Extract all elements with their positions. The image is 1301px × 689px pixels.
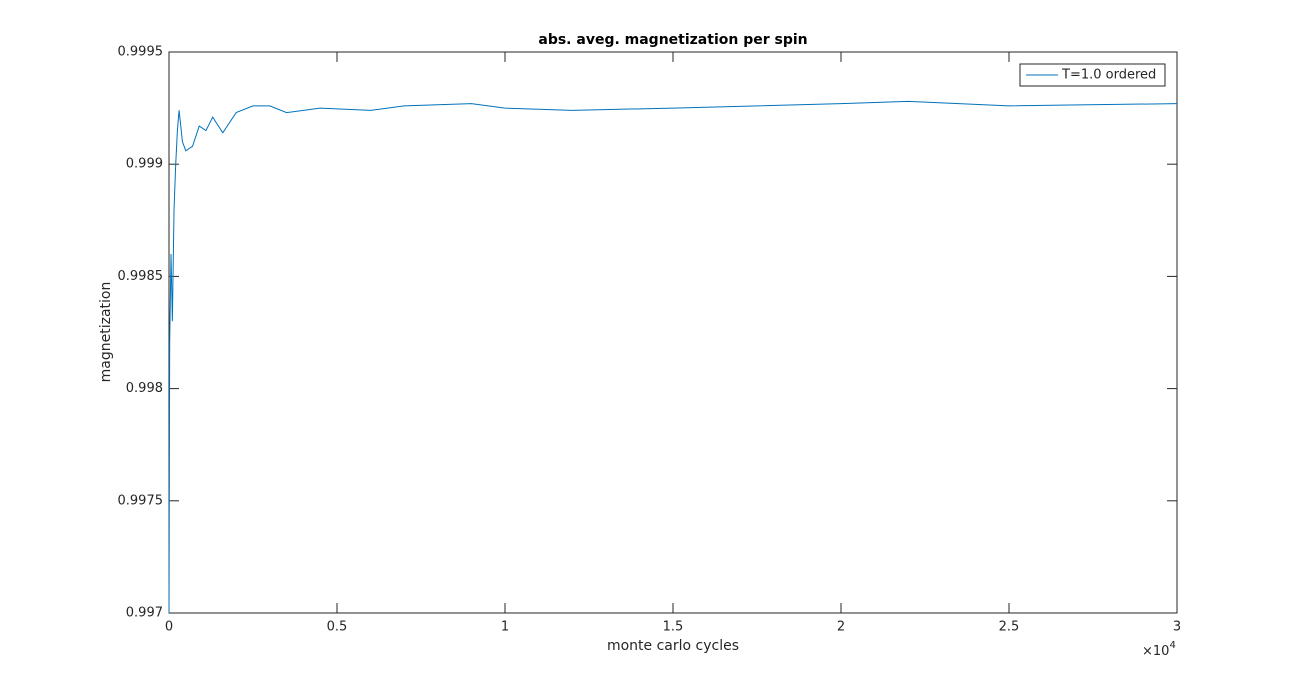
y-tick-label: 0.997 [126,606,163,621]
x-tick-label: 0.5 [327,620,348,635]
x-tick-label: 1 [501,620,509,635]
x-tick-label: 3 [1173,620,1181,635]
x-multiplier: ×104 [1142,640,1176,659]
x-tick-label: 0 [165,620,173,635]
y-tick-label: 0.999 [126,157,163,172]
legend-box [1019,63,1166,87]
y-tick-label: 0.998 [126,381,163,396]
x-tick-label: 2.5 [999,620,1020,635]
y-tick-label: 0.9995 [118,45,164,60]
y-tick-label: 0.9985 [118,269,164,284]
x-tick-label: 1.5 [663,620,684,635]
data-line [168,100,1178,614]
chart-title: abs. aveg. magnetization per spin [538,32,807,48]
x-multiplier-base: ×10 [1142,644,1169,659]
x-tick-label: 2 [837,620,845,635]
legend-label: T=1.0 ordered [1061,68,1156,83]
x-multiplier-exponent: 4 [1169,640,1175,651]
plot-area [168,51,1178,614]
y-tick-label: 0.9975 [118,493,164,508]
y-axis-label: magnetization [98,282,114,383]
x-axis-label: monte carlo cycles [607,638,739,654]
